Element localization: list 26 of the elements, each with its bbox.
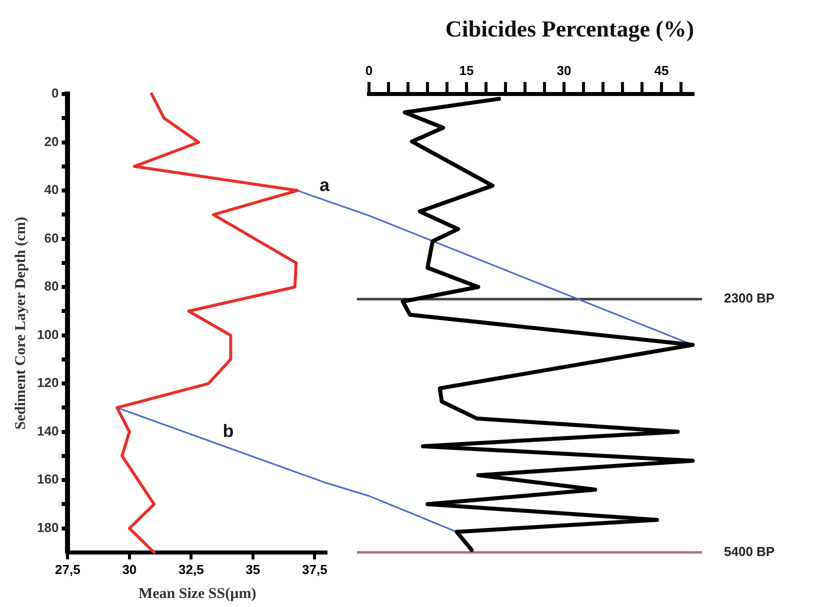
x-tick-label: 35 bbox=[246, 562, 260, 577]
y-tick-label: 140 bbox=[36, 423, 59, 438]
x-tick-label: 27,5 bbox=[55, 562, 80, 577]
chart-title: Cibicides Percentage (%) bbox=[445, 16, 694, 43]
y-tick-label: 100 bbox=[36, 326, 59, 342]
y-axis-title: Sediment Core Layer Depth (cm) bbox=[12, 216, 29, 430]
y-tick-label: 60 bbox=[44, 230, 59, 246]
annotation: b bbox=[222, 421, 234, 442]
y-tick-label: 180 bbox=[36, 520, 59, 535]
x-tick-label: 45 bbox=[654, 62, 669, 78]
x-tick-label: 32,5 bbox=[178, 562, 204, 577]
annotation: a bbox=[320, 175, 331, 196]
y-tick-label: 120 bbox=[36, 375, 59, 390]
y-tick-label: 160 bbox=[36, 472, 59, 487]
x-tick-label: 37,5 bbox=[302, 562, 328, 577]
ref-line-label: 5400 BP bbox=[724, 544, 775, 559]
y-tick-label: 80 bbox=[44, 278, 59, 294]
x-tick-label: 0 bbox=[365, 62, 373, 78]
y-tick-label: 40 bbox=[44, 182, 59, 198]
x-tick-label: 30 bbox=[556, 62, 572, 78]
ref-line-label: 2300 BP bbox=[724, 290, 775, 306]
x-tick-label: 30 bbox=[122, 562, 137, 577]
y-tick-label: 0 bbox=[51, 86, 59, 101]
y-tick-label: 20 bbox=[44, 134, 59, 149]
x-axis-title: Mean Size SS(µm) bbox=[138, 586, 256, 602]
x-tick-label: 15 bbox=[459, 62, 474, 78]
